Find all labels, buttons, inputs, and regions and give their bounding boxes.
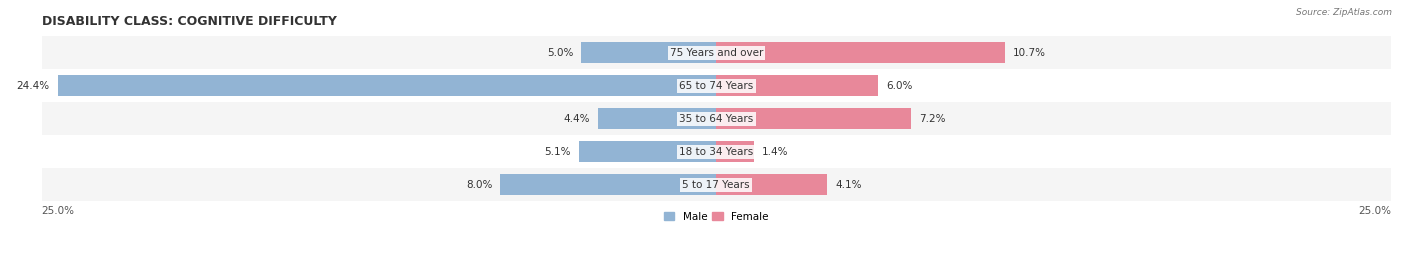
Bar [501,174,716,195]
Text: 6.0%: 6.0% [886,81,912,91]
Bar [716,174,827,195]
Bar [581,42,716,63]
Text: 25.0%: 25.0% [42,206,75,216]
Text: 5 to 17 Years: 5 to 17 Years [682,180,751,190]
Bar [716,75,879,96]
Text: 65 to 74 Years: 65 to 74 Years [679,81,754,91]
Bar [716,141,754,162]
Bar [42,102,1391,135]
Bar [42,135,1391,168]
Text: 7.2%: 7.2% [918,114,945,124]
Text: 4.1%: 4.1% [835,180,862,190]
Text: 24.4%: 24.4% [17,81,49,91]
Text: 4.4%: 4.4% [562,114,589,124]
Text: 75 Years and over: 75 Years and over [669,48,763,58]
Bar [598,109,716,129]
Text: 5.1%: 5.1% [544,147,571,157]
Text: 1.4%: 1.4% [762,147,789,157]
Bar [716,109,911,129]
Text: Source: ZipAtlas.com: Source: ZipAtlas.com [1296,8,1392,17]
Text: 35 to 64 Years: 35 to 64 Years [679,114,754,124]
Text: 18 to 34 Years: 18 to 34 Years [679,147,754,157]
Bar [42,36,1391,69]
Bar [58,75,716,96]
Bar [716,42,1005,63]
Text: 10.7%: 10.7% [1014,48,1046,58]
Text: 25.0%: 25.0% [1358,206,1391,216]
Text: 5.0%: 5.0% [547,48,574,58]
Bar [42,168,1391,201]
Legend: Male, Female: Male, Female [659,207,773,226]
Bar [42,69,1391,102]
Text: DISABILITY CLASS: COGNITIVE DIFFICULTY: DISABILITY CLASS: COGNITIVE DIFFICULTY [42,15,336,28]
Bar [579,141,716,162]
Text: 8.0%: 8.0% [465,180,492,190]
